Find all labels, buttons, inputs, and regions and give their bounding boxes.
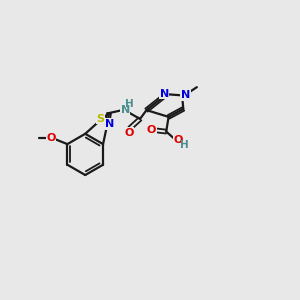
Text: N: N [181,90,190,100]
Text: H: H [125,99,134,109]
Text: N: N [105,119,114,129]
Text: S: S [97,113,104,124]
Text: N: N [121,104,130,115]
Text: O: O [147,125,156,135]
Text: O: O [173,135,183,146]
Text: O: O [124,128,134,138]
Text: O: O [46,133,56,142]
Text: N: N [160,89,169,99]
Text: H: H [179,140,188,150]
